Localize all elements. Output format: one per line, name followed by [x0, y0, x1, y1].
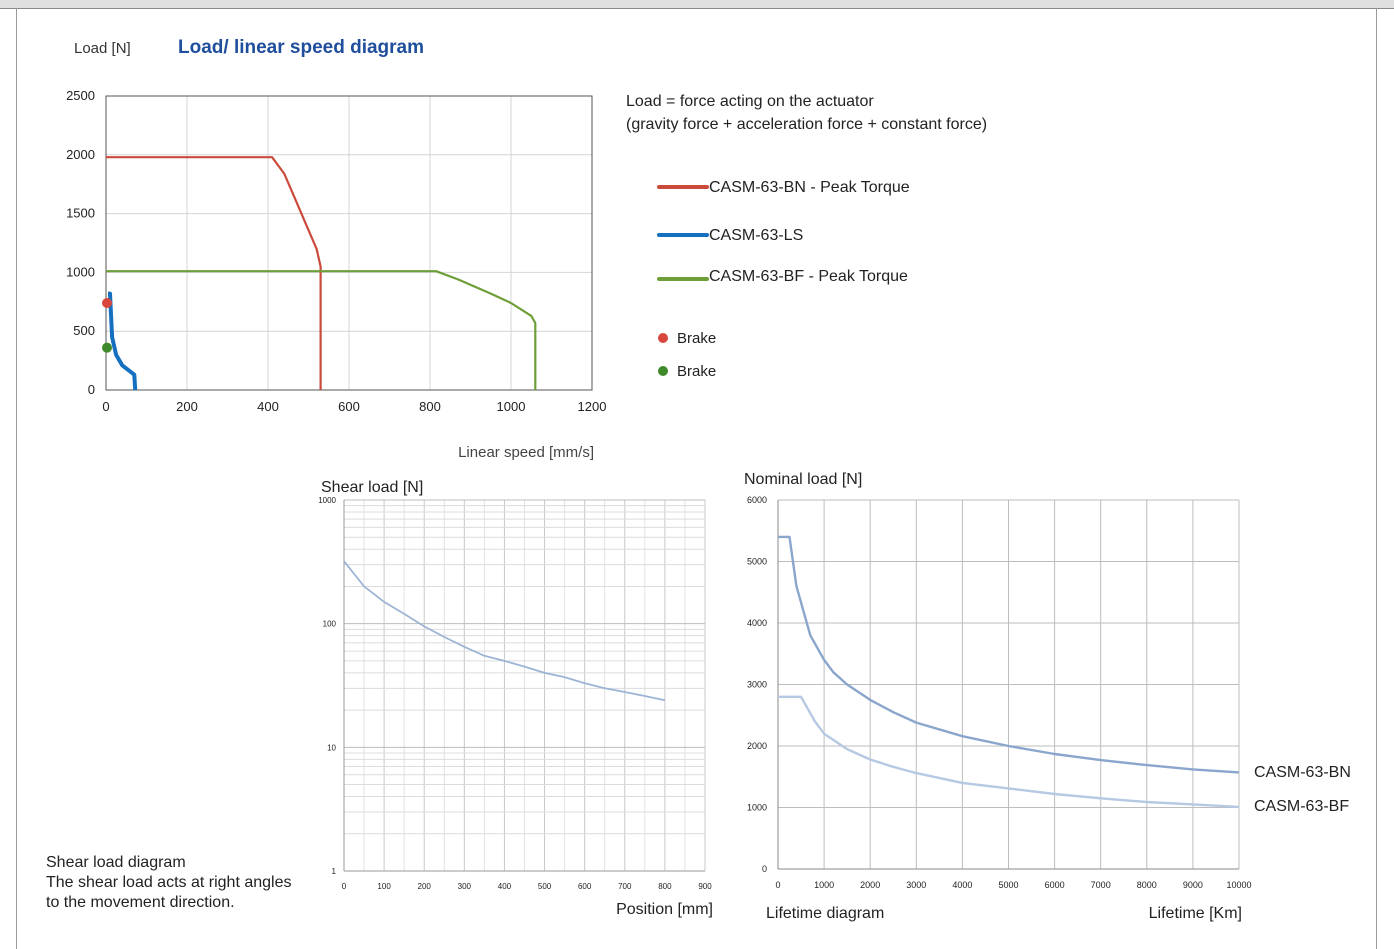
- life-x-tick-label: 1000: [814, 880, 834, 890]
- shear-x-tick-label: 100: [377, 882, 391, 891]
- shear-series-line: [343, 560, 666, 702]
- shear-x-tick-label: 500: [538, 882, 552, 891]
- shear-note: Shear load diagram The shear load acts a…: [46, 853, 291, 913]
- shear-x-tick-label: 200: [418, 882, 432, 891]
- life-y-tick-label: 1000: [747, 803, 767, 813]
- life-y-tick-label: 6000: [747, 495, 767, 505]
- speed-x-tick-label: 600: [338, 399, 360, 414]
- life-x-tick-label: 4000: [952, 880, 972, 890]
- legend-label-ls: CASM-63-LS: [709, 227, 804, 244]
- speed-x-tick-label: 0: [102, 399, 109, 414]
- life-x-axis-label: Lifetime [Km]: [1149, 905, 1242, 922]
- life-x-tick-label: 6000: [1045, 880, 1065, 890]
- load-description: Load = force acting on the actuator (gra…: [626, 90, 987, 136]
- series-end-label-bn: CASM-63-BN: [1254, 764, 1351, 781]
- life-chart-title: Lifetime diagram: [766, 905, 884, 922]
- shear-x-tick-label: 0: [342, 882, 347, 891]
- speed-series-line-1: [108, 291, 138, 391]
- speed-x-tick-label: 800: [419, 399, 441, 414]
- speed-x-tick-label: 1200: [578, 399, 607, 414]
- legend-label-bn: CASM-63-BN - Peak Torque: [709, 179, 910, 196]
- load-description-line1: Load = force acting on the actuator: [626, 93, 874, 110]
- speed-plot-border: [105, 95, 593, 391]
- speed-y-tick-label: 2000: [66, 147, 95, 162]
- life-y-tick-label: 5000: [747, 557, 767, 567]
- brake-green-dot: [658, 366, 668, 376]
- life-x-tick-label: 7000: [1091, 880, 1111, 890]
- shear-y-tick-label: 1: [332, 867, 337, 876]
- top-bar: [0, 0, 1394, 9]
- speed-series-line-2: [106, 270, 537, 390]
- brake-green-label: Brake: [677, 363, 717, 380]
- shear-x-tick-label: 600: [578, 882, 592, 891]
- life-series-line-0: [778, 535, 1240, 774]
- shear-x-tick-label: 900: [698, 882, 712, 891]
- shear-x-axis-label: Position [mm]: [616, 901, 713, 918]
- shear-y-axis-label: Shear load [N]: [321, 479, 423, 496]
- shear-note-title: Shear load diagram: [46, 854, 186, 871]
- legend-line-bf: [657, 277, 709, 281]
- speed-brake-marker-0: [102, 297, 112, 308]
- shear-y-tick-label: 100: [323, 620, 337, 629]
- speed-x-tick-label: 200: [176, 399, 198, 414]
- speed-x-tick-label: 400: [257, 399, 279, 414]
- legend-line-bn: [657, 185, 709, 189]
- speed-y-tick-label: 1500: [66, 206, 95, 221]
- life-x-tick-label: 9000: [1183, 880, 1203, 890]
- life-y-tick-label: 2000: [747, 741, 767, 751]
- shear-x-tick-label: 700: [618, 882, 632, 891]
- life-x-tick-label: 0: [775, 880, 780, 890]
- speed-y-tick-label: 500: [73, 323, 95, 338]
- brake-red-dot: [658, 333, 668, 343]
- shear-x-tick-label: 400: [498, 882, 512, 891]
- life-x-tick-label: 2000: [860, 880, 880, 890]
- life-y-tick-label: 0: [762, 864, 767, 874]
- life-y-tick-label: 4000: [747, 618, 767, 628]
- load-axis-label: Load [N]: [74, 40, 131, 57]
- speed-x-tick-label: 1000: [497, 399, 526, 414]
- life-x-tick-label: 10000: [1226, 880, 1251, 890]
- life-series-line-1: [778, 695, 1240, 809]
- shear-note-line3: to the movement direction.: [46, 894, 235, 911]
- legend-label-bf: CASM-63-BF - Peak Torque: [709, 268, 908, 285]
- life-y-tick-label: 3000: [747, 680, 767, 690]
- shear-y-tick-label: 1000: [318, 496, 336, 505]
- page-frame: [16, 8, 1377, 949]
- speed-y-tick-label: 1000: [66, 264, 95, 279]
- load-description-line2: (gravity force + acceleration force + co…: [626, 116, 988, 133]
- speed-series-line-0: [106, 156, 322, 390]
- shear-x-tick-label: 800: [658, 882, 672, 891]
- life-x-tick-label: 8000: [1137, 880, 1157, 890]
- life-y-axis-label: Nominal load [N]: [744, 471, 862, 488]
- life-x-tick-label: 3000: [906, 880, 926, 890]
- speed-x-axis-label: Linear speed [mm/s]: [458, 444, 594, 461]
- shear-note-line2: The shear load acts at right angles: [46, 874, 292, 891]
- speed-brake-marker-1: [102, 342, 112, 353]
- legend-line-ls: [657, 233, 709, 237]
- brake-red-label: Brake: [677, 330, 717, 347]
- series-end-label-bf: CASM-63-BF: [1254, 798, 1350, 815]
- page-title: Load/ linear speed diagram: [178, 37, 425, 58]
- shear-y-tick-label: 10: [327, 743, 336, 752]
- speed-y-tick-label: 2500: [66, 88, 95, 103]
- shear-x-tick-label: 300: [458, 882, 472, 891]
- life-x-tick-label: 5000: [998, 880, 1018, 890]
- speed-y-tick-label: 0: [88, 382, 95, 397]
